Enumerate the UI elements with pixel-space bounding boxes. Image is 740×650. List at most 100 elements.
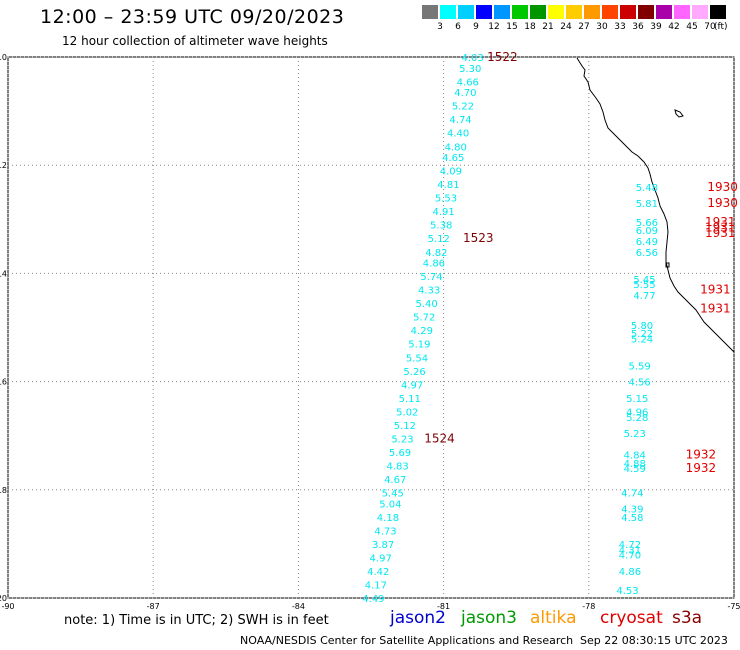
wave-height-label: 4.56 [628,378,650,389]
legend-label: 3 [437,22,443,32]
wave-height-label: 4.67 [384,475,406,486]
mission-s3a: s3a [672,608,703,628]
wave-height-label: 5.11 [399,394,421,405]
wave-height-label: 4.70 [454,88,476,99]
longitude-tick-label: -78 [582,602,595,611]
pass-time-label: 1931 [705,215,736,229]
pass-time-label: 1930 [707,196,738,210]
wave-height-label: 4.86 [423,259,445,270]
mission-jason3: jason3 [461,608,517,628]
wave-height-label: 4.72 [619,540,641,551]
legend-label: 27 [578,22,590,32]
graticule [7,56,735,599]
wave-height-label: 5.22 [631,329,653,340]
wave-height-label: 5.74 [420,272,442,283]
wave-height-label: 4.53 [616,586,638,597]
pass-time-label: 1930 [707,180,738,194]
wave-height-label: 5.23 [624,429,646,440]
legend-label: 42 [668,22,680,32]
wave-height-label: 4.03 [462,53,484,64]
longitude-tick-label: -90 [1,602,14,611]
legend-swatch [494,5,510,19]
wave-height-label: 5.28 [626,413,648,424]
wave-height-label: 4.97 [401,380,423,391]
wave-height-label: 4.82 [425,248,447,259]
legend-label: 70 [704,22,716,32]
wave-height-label: 5.69 [389,448,411,459]
wave-height-label: 4.83 [386,461,408,472]
legend-swatch [674,5,690,19]
wave-height-label: 4.40 [447,129,469,140]
legend-label: 39 [650,22,662,32]
mission-cryosat: cryosat [600,608,663,628]
legend-label: 45 [686,22,698,32]
legend-label: 18 [524,22,536,32]
longitude-tick-label: -75 [727,602,740,611]
legend-label: 24 [560,22,572,32]
pass-time-label: 1523 [463,231,494,245]
wave-height-label: 4.70 [619,551,641,562]
wave-height-label: 5.24 [631,334,653,345]
wave-height-label: 5.12 [394,421,416,432]
wave-height-label: 4.39 [621,505,643,516]
legend-label: 6 [455,22,461,32]
wave-height-label: 5.72 [413,313,435,324]
wave-height-label: 5.38 [430,221,452,232]
wave-height-label: 5.40 [416,299,438,310]
legend-swatch [638,5,654,19]
longitude-tick-label: -87 [147,602,160,611]
altimeter-tracks: 4.035.304.664.705.224.744.404.804.654.09… [362,50,738,605]
wave-height-label: 6.09 [636,226,658,237]
axis-tick-labels: -90 -87 -84 -81 -78 -75 10 12 14 16 18 20 [0,53,740,611]
legend-swatch [548,5,564,19]
wave-height-label: 5.45 [633,275,655,286]
island [674,109,684,118]
legend-label: 15 [506,22,518,32]
coastline [576,57,735,353]
wave-height-label: 4.49 [362,594,384,605]
wave-height-label: 4.77 [633,291,655,302]
timestamp: Sep 22 08:30:15 UTC 2023 [580,634,728,647]
footnote: note: 1) Time is in UTC; 2) SWH is in fe… [64,613,329,628]
legend-swatch [530,5,546,19]
wave-height-label: 5.55 [633,280,655,291]
wave-height-label: 4.96 [626,407,648,418]
legend-swatch [692,5,708,19]
legend-label: 36 [632,22,644,32]
wave-height-label: 5.45 [382,489,404,500]
wave-height-label: 4.80 [445,142,467,153]
wave-height-label: 5.15 [626,394,648,405]
wave-height-label: 4.29 [411,326,433,337]
legend-unit: (ft) [714,22,728,32]
wave-height-label: 4.81 [437,180,459,191]
pass-time-label: 1522 [487,50,518,64]
wave-height-label: 5.26 [403,367,425,378]
mission-altika: altika [530,608,577,628]
wave-height-label: 4.97 [370,553,392,564]
wave-height-label: 5.66 [636,218,658,229]
wave-height-label: 4.31 [619,545,641,556]
wave-height-label: 4.66 [457,77,479,88]
latitude-tick-label: 10 [0,53,7,62]
wave-height-label: 5.04 [379,499,401,510]
legend-swatch [620,5,636,19]
wave-height-label: 4.42 [367,567,389,578]
wave-height-label: 5.80 [631,321,653,332]
pass-time-label: 1524 [424,431,455,445]
wave-height-label: 4.33 [418,286,440,297]
latitude-tick-label: 12 [0,161,7,170]
wave-height-label: 4.73 [374,526,396,537]
wave-height-label: 5.48 [636,183,658,194]
wave-height-label: 4.59 [624,464,646,475]
wave-height-label: 5.59 [628,361,650,372]
wave-height-label: 5.12 [428,234,450,245]
wave-height-label: 4.74 [621,489,643,500]
legend-swatch [440,5,456,19]
wave-height-label: 4.17 [365,580,387,591]
wave-height-label: 5.53 [435,194,457,205]
wave-height-label: 6.56 [636,248,658,259]
credit-line: NOAA/NESDIS Center for Satellite Applica… [240,634,574,647]
legend-swatch [458,5,474,19]
wave-height-label: 5.30 [459,64,481,75]
